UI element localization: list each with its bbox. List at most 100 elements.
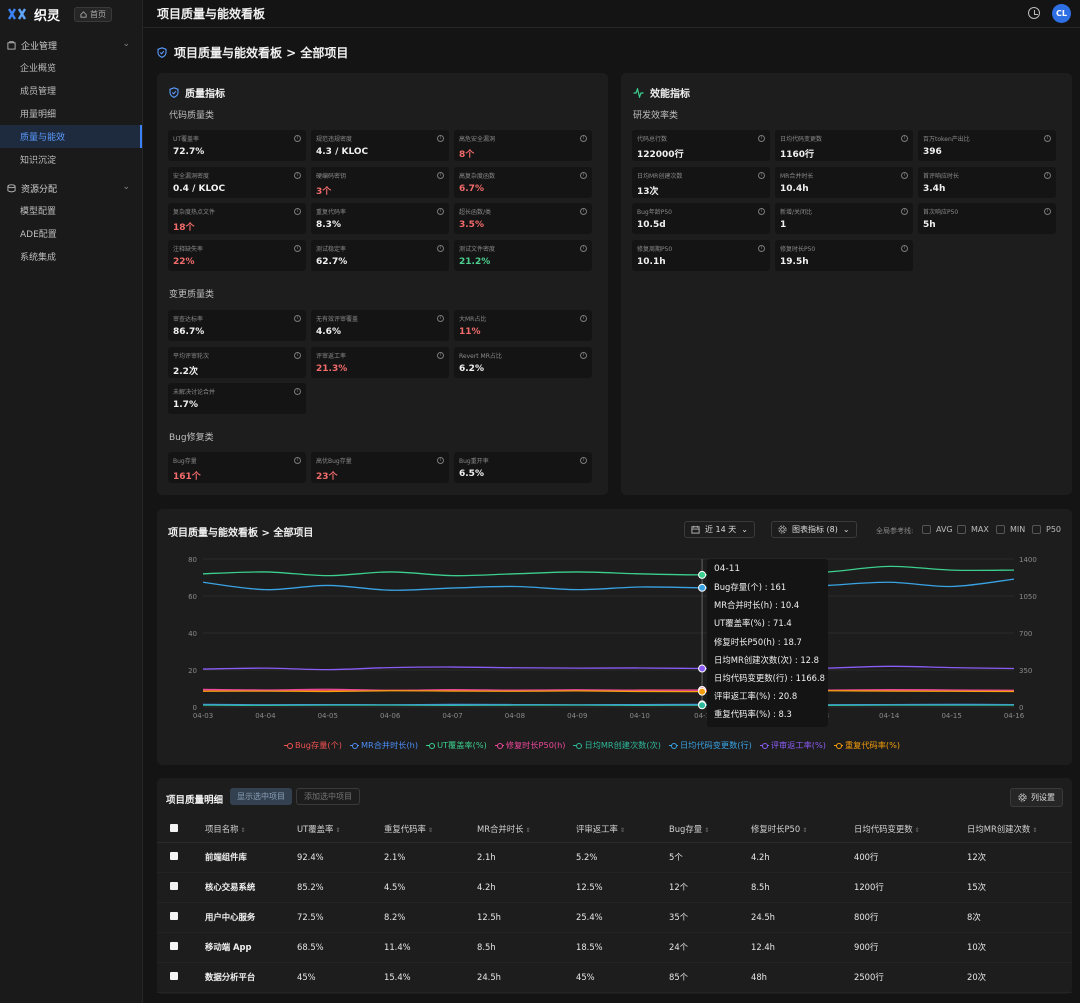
info-icon[interactable]: i	[294, 244, 301, 252]
row-select-cell[interactable]	[157, 842, 205, 873]
checkbox-box[interactable]	[1032, 525, 1041, 534]
row-checkbox[interactable]	[170, 912, 178, 920]
info-icon[interactable]: i	[580, 171, 587, 179]
info-icon[interactable]: i	[294, 208, 301, 215]
sidebar-item-quality[interactable]: 质量与能效	[0, 125, 142, 148]
checkbox-box[interactable]	[957, 525, 966, 534]
table-row[interactable]: 数据分析平台 45% 15.4% 24.5h 45% 85个 48h 2500行 20次	[157, 962, 1072, 993]
show-selected-button[interactable]: 显示选中项目	[230, 788, 292, 805]
info-icon[interactable]: i	[437, 244, 444, 252]
col-header[interactable]: UT覆盖率 ⇕	[297, 816, 384, 843]
info-icon[interactable]: i	[901, 135, 908, 142]
clock-icon[interactable]	[1028, 7, 1040, 19]
select-all-cell[interactable]	[157, 816, 205, 843]
legend-item[interactable]: 日均代码变更数(行)	[668, 739, 752, 751]
row-checkbox[interactable]	[170, 942, 178, 950]
legend-item[interactable]: 修复时长P50(h)	[494, 739, 565, 751]
date-range-select[interactable]: 近 14 天 ⌄	[684, 521, 755, 538]
legend-item[interactable]: Bug存量(个)	[284, 739, 342, 751]
sort-icon[interactable]: ⇕	[1032, 826, 1038, 834]
legend-item[interactable]: UT覆盖率(%)	[426, 739, 487, 751]
table-row[interactable]: 核心交易系统 85.2% 4.5% 4.2h 12.5% 12个 8.5h 1200行 15次	[157, 872, 1072, 903]
sort-icon[interactable]: ⇕	[619, 826, 625, 834]
col-header[interactable]: 日均MR创建次数 ⇕	[967, 816, 1072, 843]
sort-icon[interactable]: ⇕	[427, 826, 433, 834]
sort-icon[interactable]: ⇕	[704, 826, 710, 834]
info-icon[interactable]: i	[437, 208, 444, 215]
info-icon[interactable]: i	[294, 351, 301, 359]
avatar[interactable]: CL	[1052, 4, 1071, 23]
sort-icon[interactable]: ⇕	[525, 826, 531, 834]
checkbox-box[interactable]	[996, 525, 1005, 534]
ref-min-checkbox[interactable]: MIN	[996, 525, 1025, 534]
row-select-cell[interactable]	[157, 872, 205, 903]
column-settings-button[interactable]: 列设置	[1010, 788, 1063, 807]
ref-avg-checkbox[interactable]: AVG	[922, 525, 953, 534]
chart-metrics-select[interactable]: 图表指标 (8) ⌄	[771, 521, 857, 538]
nav-group-head-resources[interactable]: 资源分配 ⌄	[0, 177, 142, 199]
info-icon[interactable]: i	[437, 351, 444, 359]
ref-p50-checkbox[interactable]: P50	[1032, 525, 1061, 534]
info-icon[interactable]: i	[580, 244, 587, 252]
col-header[interactable]: 评审返工率 ⇕	[576, 816, 669, 843]
row-checkbox[interactable]	[170, 882, 178, 890]
sidebar-item-ade[interactable]: ADE配置	[20, 230, 57, 240]
info-icon[interactable]: i	[294, 388, 301, 395]
row-checkbox[interactable]	[170, 972, 178, 980]
info-icon[interactable]: i	[758, 135, 765, 142]
info-icon[interactable]: i	[437, 135, 444, 142]
legend-item[interactable]: 评审返工率(%)	[759, 739, 826, 751]
sidebar-item-usage[interactable]: 用量明细	[20, 110, 57, 120]
info-icon[interactable]: i	[1044, 135, 1051, 142]
info-icon[interactable]: i	[580, 135, 587, 142]
col-header[interactable]: MR合并时长 ⇕	[477, 816, 576, 843]
legend-item[interactable]: 日均MR创建次数(次)	[573, 739, 661, 751]
info-icon[interactable]: i	[580, 208, 587, 215]
row-select-cell[interactable]	[157, 902, 205, 933]
info-icon[interactable]: i	[758, 171, 765, 179]
sort-icon[interactable]: ⇕	[802, 826, 808, 834]
info-icon[interactable]: i	[437, 171, 444, 179]
sidebar-item-overview[interactable]: 企业概览	[20, 64, 57, 74]
info-icon[interactable]: i	[294, 135, 301, 142]
info-icon[interactable]: i	[437, 315, 444, 322]
info-icon[interactable]: i	[294, 457, 301, 464]
nav-group-head-enterprise[interactable]: 企业管理 ⌄	[0, 34, 142, 56]
info-icon[interactable]: i	[294, 171, 301, 179]
sort-icon[interactable]: ⇕	[335, 826, 341, 834]
add-selected-button[interactable]: 添加选中项目	[296, 788, 360, 805]
table-row[interactable]: 用户中心服务 72.5% 8.2% 12.5h 25.4% 35个 24.5h 800行 8次	[157, 902, 1072, 933]
info-icon[interactable]: i	[901, 244, 908, 252]
info-icon[interactable]: i	[580, 351, 587, 359]
sort-icon[interactable]: ⇕	[240, 826, 246, 834]
select-all-checkbox[interactable]	[170, 823, 178, 832]
info-icon[interactable]: i	[1044, 208, 1051, 215]
table-row[interactable]: 前端组件库 92.4% 2.1% 2.1h 5.2% 5个 4.2h 400行 12次	[157, 842, 1072, 873]
info-icon[interactable]: i	[580, 457, 587, 464]
info-icon[interactable]: i	[1044, 171, 1051, 179]
row-select-cell[interactable]	[157, 962, 205, 993]
sidebar-item-models[interactable]: 模型配置	[20, 207, 57, 217]
info-icon[interactable]: i	[437, 457, 444, 464]
sort-icon[interactable]: ⇕	[914, 826, 920, 834]
info-icon[interactable]: i	[758, 208, 765, 215]
sidebar-item-members[interactable]: 成员管理	[20, 87, 57, 97]
col-header[interactable]: 重复代码率 ⇕	[384, 816, 477, 843]
col-header[interactable]: 修复时长P50 ⇕	[751, 816, 854, 843]
info-icon[interactable]: i	[901, 208, 908, 215]
col-header[interactable]: Bug存量 ⇕	[669, 816, 751, 843]
row-select-cell[interactable]	[157, 932, 205, 963]
info-icon[interactable]: i	[294, 315, 301, 322]
checkbox-box[interactable]	[922, 525, 931, 534]
sidebar-item-knowledge[interactable]: 知识沉淀	[20, 156, 57, 166]
sidebar-item-integrations[interactable]: 系统集成	[20, 253, 57, 263]
ref-max-checkbox[interactable]: MAX	[957, 525, 989, 534]
info-icon[interactable]: i	[580, 315, 587, 322]
legend-item[interactable]: 重复代码率(%)	[833, 739, 900, 751]
home-link[interactable]: 首页	[74, 6, 113, 22]
legend-item[interactable]: MR合并时长(h)	[349, 739, 418, 751]
col-header[interactable]: 日均代码变更数 ⇕	[854, 816, 967, 843]
table-row[interactable]: 移动端 App 68.5% 11.4% 8.5h 18.5% 24个 12.4h 900行 10…	[157, 932, 1072, 963]
col-header[interactable]: 项目名称 ⇕	[205, 816, 297, 843]
info-icon[interactable]: i	[901, 171, 908, 179]
